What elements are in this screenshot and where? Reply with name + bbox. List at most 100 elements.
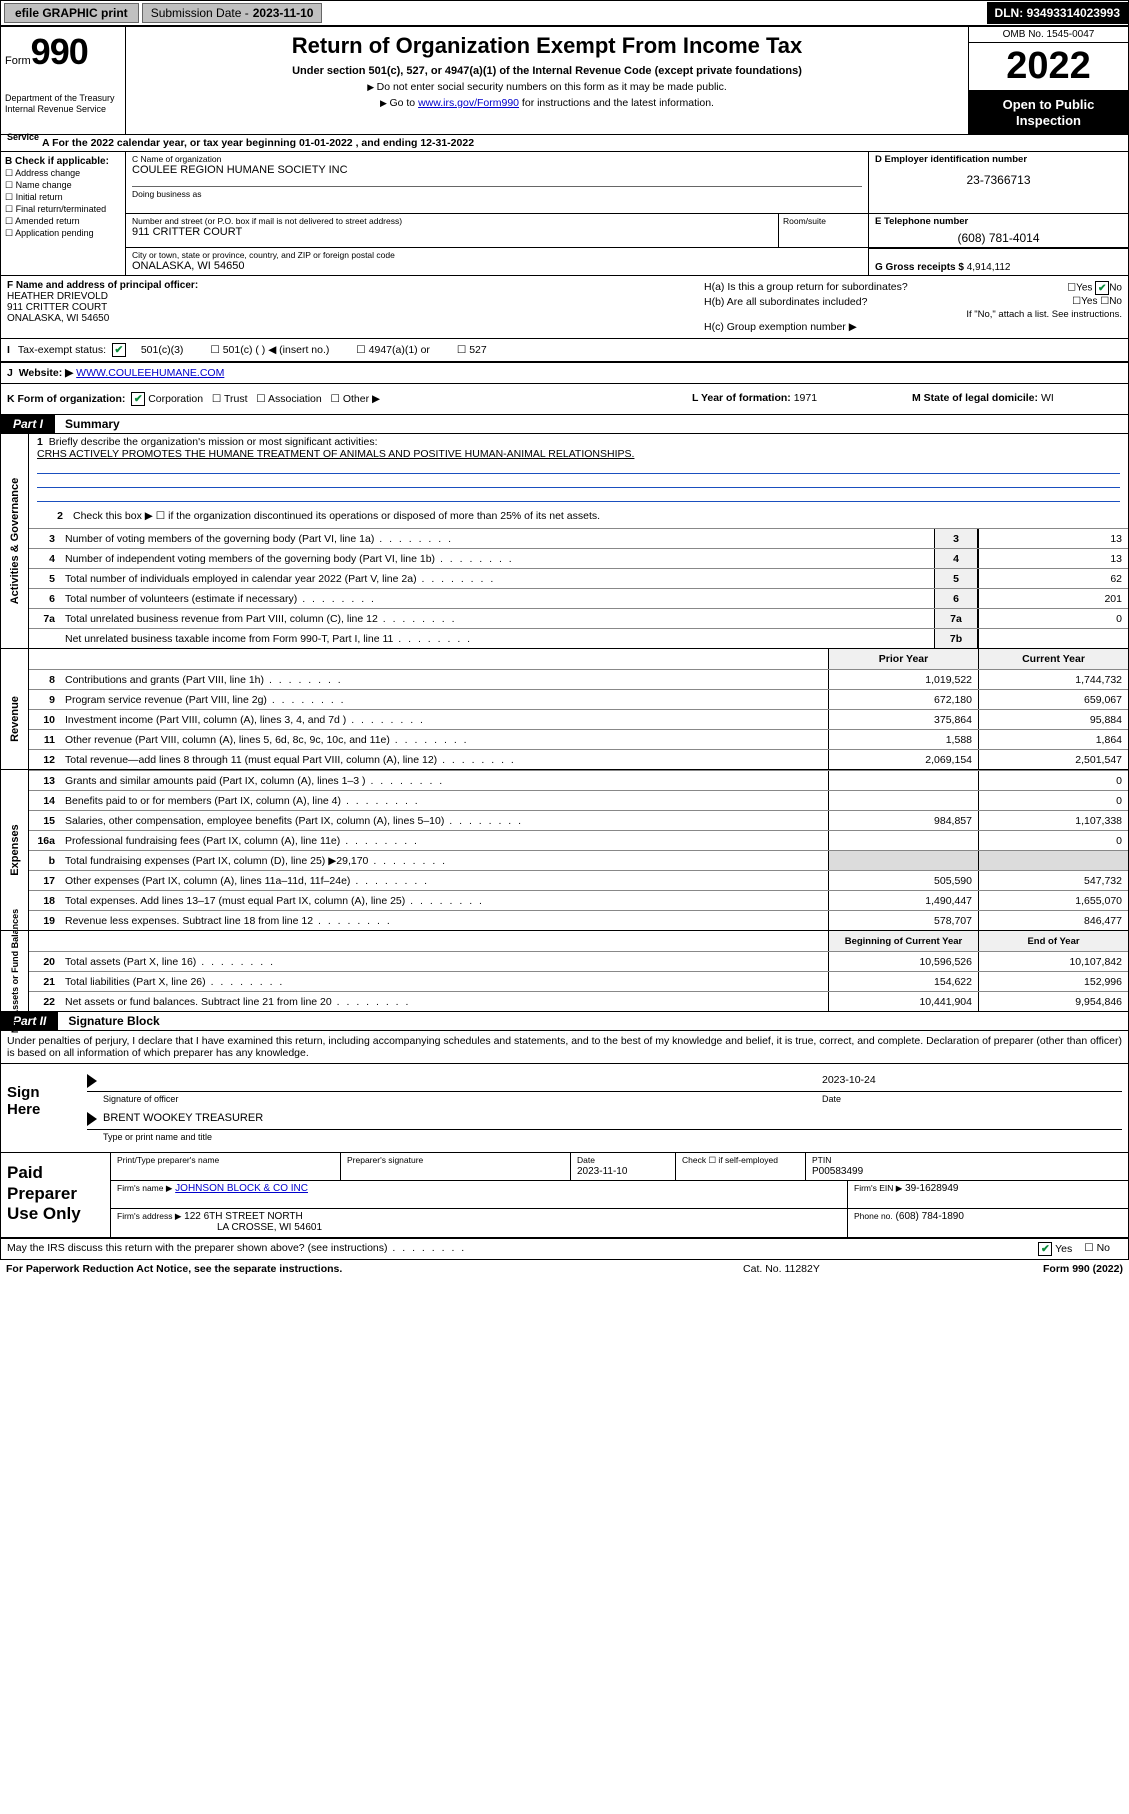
line-num: 19: [29, 915, 61, 927]
form-number-990: 990: [31, 31, 88, 73]
h-attach-note: If "No," attach a list. See instructions…: [704, 309, 1122, 320]
current-year-value: 95,884: [978, 710, 1128, 729]
part2-title: Signature Block: [58, 1012, 169, 1030]
prior-year-value: [828, 771, 978, 790]
prior-year-header: Prior Year: [828, 649, 978, 669]
irs-link[interactable]: www.irs.gov/Form990: [418, 97, 519, 109]
c-city: City or town, state or province, country…: [126, 248, 868, 275]
line-box: 7b: [934, 629, 978, 648]
chk-initial-return[interactable]: Initial return: [5, 192, 121, 203]
line-text: Investment income (Part VIII, column (A)…: [61, 712, 828, 728]
firm-name-label: Firm's name ▶: [117, 1183, 172, 1193]
prior-year-value: 375,864: [828, 710, 978, 729]
line-num: 12: [29, 754, 61, 766]
firm-address-2: LA CROSSE, WI 54601: [217, 1222, 322, 1233]
line-text: Professional fundraising fees (Part IX, …: [61, 833, 828, 849]
current-year-value: 846,477: [978, 911, 1128, 930]
prior-year-value: [828, 831, 978, 850]
prior-year-value: 1,588: [828, 730, 978, 749]
prior-year-value: [828, 851, 978, 870]
side-net-assets: Net Assets or Fund Balances: [1, 931, 29, 1011]
prior-year-value: 10,596,526: [828, 952, 978, 971]
submission-date-label: Submission Date -: [151, 6, 249, 20]
current-year-value: 1,655,070: [978, 891, 1128, 910]
prior-year-value: 505,590: [828, 871, 978, 890]
form-word: Form: [5, 55, 31, 67]
current-year-value: 2,501,547: [978, 750, 1128, 769]
line-text: Revenue less expenses. Subtract line 18 …: [61, 913, 828, 929]
ha-yesno: ☐Yes ✔No: [1067, 281, 1122, 295]
omb-number: OMB No. 1545-0047: [969, 27, 1128, 43]
efile-print-button[interactable]: efile GRAPHIC print: [4, 3, 139, 23]
begin-year-header: Beginning of Current Year: [828, 931, 978, 951]
dln-banner: DLN: 93493314023993: [987, 2, 1128, 24]
line-num: 17: [29, 875, 61, 887]
line-text: Total number of volunteers (estimate if …: [61, 591, 934, 607]
current-year-value: 152,996: [978, 972, 1128, 991]
chk-application-pending[interactable]: Application pending: [5, 228, 121, 239]
chk-corporation[interactable]: ✔: [131, 392, 145, 406]
l-year-formation: L Year of formation: 1971: [692, 392, 912, 406]
prior-year-value: [828, 791, 978, 810]
col-b-checkboxes: B Check if applicable: Address change Na…: [1, 152, 126, 275]
prior-year-value: 1,019,522: [828, 670, 978, 689]
line-value: 62: [978, 569, 1128, 588]
discuss-yes[interactable]: ✔ Yes: [1038, 1242, 1072, 1256]
submission-date-value: 2023-11-10: [253, 6, 314, 20]
line-num: 6: [29, 593, 61, 605]
end-year-header: End of Year: [978, 931, 1128, 951]
line-text: Total fundraising expenses (Part IX, col…: [61, 853, 828, 869]
line-box: 4: [934, 549, 978, 568]
line-num: 20: [29, 956, 61, 968]
i-letter: I: [7, 344, 10, 356]
chk-amended-return[interactable]: Amended return: [5, 216, 121, 227]
current-year-value: 0: [978, 791, 1128, 810]
i-label: Tax-exempt status:: [18, 344, 106, 356]
firm-ein-label: Firm's EIN ▶: [854, 1183, 902, 1193]
row-a-tax-year: Service A For the 2022 calendar year, or…: [1, 135, 1128, 151]
current-year-value: 1,744,732: [978, 670, 1128, 689]
e-phone: E Telephone number (608) 781-4014: [868, 214, 1128, 247]
chk-501c3[interactable]: ✔: [112, 343, 126, 357]
line-num: 13: [29, 775, 61, 787]
submission-date: Submission Date - 2023-11-10: [142, 3, 323, 23]
cat-number: Cat. No. 11282Y: [743, 1263, 1043, 1275]
type-name-label: Type or print name and title: [103, 1132, 1122, 1142]
j-label: Website: ▶: [19, 367, 74, 379]
side-activities-governance: Activities & Governance: [1, 434, 29, 648]
prior-year-value: 984,857: [828, 811, 978, 830]
form-title: Return of Organization Exempt From Incom…: [136, 33, 958, 59]
dln-value: 93493314023993: [1027, 6, 1120, 20]
form-identifier-block: Form 990 Department of the Treasury Inte…: [1, 27, 126, 134]
discuss-no[interactable]: ☐ No: [1084, 1242, 1110, 1256]
form-subtitle: Under section 501(c), 527, or 4947(a)(1)…: [136, 65, 958, 77]
chk-address-change[interactable]: Address change: [5, 168, 121, 179]
line-value: [978, 629, 1128, 648]
side-overflow-b: [1, 649, 29, 669]
chk-final-return[interactable]: Final return/terminated: [5, 204, 121, 215]
prior-year-value: 154,622: [828, 972, 978, 991]
firm-name-link[interactable]: JOHNSON BLOCK & CO INC: [175, 1183, 308, 1194]
line-text: Total expenses. Add lines 13–17 (must eq…: [61, 893, 828, 909]
sign-here-label: Sign Here: [1, 1064, 81, 1152]
ssn-note: Do not enter social security numbers on …: [136, 81, 958, 93]
line-num: 9: [29, 694, 61, 706]
hb-yesno: ☐Yes ☐No: [1072, 296, 1122, 308]
org-website-link[interactable]: WWW.COULEEHUMANE.COM: [76, 367, 224, 379]
line-box: 3: [934, 529, 978, 548]
firm-ein-value: 39-1628949: [905, 1183, 958, 1194]
line-value: 0: [978, 609, 1128, 628]
dln-label: DLN:: [995, 6, 1024, 20]
side-revenue: Revenue: [1, 669, 29, 769]
preparer-sig-label: Preparer's signature: [347, 1155, 423, 1165]
line-text: Program service revenue (Part VIII, line…: [61, 692, 828, 708]
prior-year-value: 10,441,904: [828, 992, 978, 1011]
pra-notice: For Paperwork Reduction Act Notice, see …: [6, 1263, 743, 1275]
line-num: 11: [29, 734, 61, 746]
current-year-value: 1,107,338: [978, 811, 1128, 830]
self-employed-check[interactable]: Check ☐ if self-employed: [682, 1155, 778, 1165]
line-num: 4: [29, 553, 61, 565]
line-box: 6: [934, 589, 978, 608]
chk-name-change[interactable]: Name change: [5, 180, 121, 191]
website-note: Go to www.irs.gov/Form990 for instructio…: [136, 97, 958, 109]
